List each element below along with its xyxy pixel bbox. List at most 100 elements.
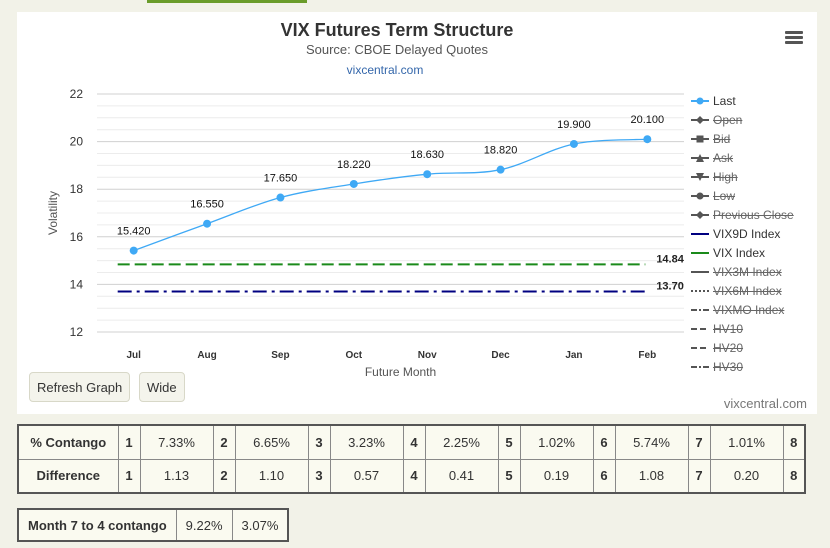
data-point — [203, 219, 212, 228]
data-label: 19.900 — [557, 119, 591, 131]
y-axis-title: Volatility — [46, 191, 60, 235]
data-label: 18.630 — [410, 149, 444, 161]
table-cell-value: 1.01% — [709, 424, 784, 460]
legend-item-vix3m-index[interactable]: VIX3M Index — [691, 262, 821, 281]
data-point — [496, 165, 505, 174]
month7to4-pct: 9.22% — [175, 508, 233, 542]
row-header: % Contango — [17, 424, 119, 460]
table-cell-value: 3.23% — [329, 424, 404, 460]
month-number: 7 — [687, 424, 711, 460]
month7to4-diff: 3.07% — [231, 508, 289, 542]
contango-table: % Contango 1 7.33% 2 6.65% 3 3.23% 4 2.25% 5 1.02%… — [17, 424, 806, 494]
table-cell-value: 6.65% — [234, 424, 309, 460]
legend-label: High — [713, 169, 738, 184]
table-cell-value: 2.25% — [424, 424, 499, 460]
legend-label: Bid — [713, 131, 731, 146]
month-number: 2 — [212, 458, 236, 494]
month-number: 6 — [592, 458, 616, 494]
legend-item-vixmo-index[interactable]: VIXMO Index — [691, 300, 821, 319]
legend-label: VIX6M Index — [713, 283, 782, 298]
legend-symbol-icon — [691, 153, 709, 162]
month-number: 5 — [497, 458, 521, 494]
month-number: 2 — [212, 424, 236, 460]
wide-button[interactable]: Wide — [139, 372, 185, 402]
legend-symbol-icon — [691, 210, 709, 219]
series-line-last — [133, 138, 648, 252]
x-tick-label: Nov — [418, 350, 437, 361]
data-point — [129, 246, 138, 255]
data-point — [276, 193, 285, 202]
x-tick-label: Feb — [638, 350, 656, 361]
table-cell-value: 0.19 — [519, 458, 594, 494]
legend-item-bid[interactable]: Bid — [691, 129, 821, 148]
x-axis-title: Future Month — [365, 365, 436, 379]
legend-item-high[interactable]: High — [691, 167, 821, 186]
chart-title: VIX Futures Term Structure — [280, 20, 514, 40]
legend-item-low[interactable]: Low — [691, 186, 821, 205]
legend-symbol-icon — [691, 365, 709, 368]
month-number: 4 — [402, 458, 426, 494]
legend-label: VIX9D Index — [713, 226, 781, 241]
legend-symbol-icon — [691, 232, 709, 235]
chart-panel: VIX Futures Term Structure Source: CBOE … — [17, 12, 817, 414]
legend-symbol-icon — [691, 115, 709, 124]
legend-item-hv20[interactable]: HV20 — [691, 338, 821, 357]
month7to4-table: Month 7 to 4 contango 9.22% 3.07% — [17, 508, 290, 542]
legend-symbol-icon — [691, 308, 709, 311]
legend-item-vix-index[interactable]: VIX Index — [691, 243, 821, 262]
legend-label: HV20 — [713, 340, 744, 355]
legend-label: Last — [713, 93, 736, 108]
data-label: 18.820 — [484, 145, 518, 157]
legend-item-hv30[interactable]: HV30 — [691, 357, 821, 376]
table-cell-value: 7.33% — [139, 424, 214, 460]
legend-symbol-icon — [691, 289, 709, 292]
table-cell-value: 1.10 — [234, 458, 309, 494]
legend-item-ask[interactable]: Ask — [691, 148, 821, 167]
table-cell-value: 5.74% — [614, 424, 689, 460]
legend-symbol-icon — [691, 135, 709, 142]
legend-item-open[interactable]: Open — [691, 110, 821, 129]
month-number: 7 — [687, 458, 711, 494]
table-row: Month 7 to 4 contango 9.22% 3.07% — [17, 508, 289, 542]
legend-symbol-icon — [691, 192, 709, 199]
table-cell-value: 0.41 — [424, 458, 499, 494]
month-number: 1 — [117, 458, 141, 494]
legend-item-vix9d-index[interactable]: VIX9D Index — [691, 224, 821, 243]
legend-symbol-icon — [691, 97, 709, 104]
data-label: 20.100 — [630, 114, 664, 126]
table-cell-value: 0.57 — [329, 458, 404, 494]
data-point — [569, 139, 578, 148]
legend-item-vix6m-index[interactable]: VIX6M Index — [691, 281, 821, 300]
chart-legend: Last Open Bid Ask High Low Previous Close VIX9D… — [691, 91, 821, 376]
month-number: 3 — [307, 458, 331, 494]
legend-item-hv10[interactable]: HV10 — [691, 319, 821, 338]
month-number: 4 — [402, 424, 426, 460]
legend-symbol-icon — [691, 327, 709, 330]
menu-icon[interactable] — [785, 31, 803, 45]
legend-symbol-icon — [691, 251, 709, 254]
y-tick-label: 14 — [70, 277, 84, 291]
watermark: vixcentral.com — [723, 396, 807, 411]
table-cell-value: 1.08 — [614, 458, 689, 494]
legend-item-previous-close[interactable]: Previous Close — [691, 205, 821, 224]
legend-label: Ask — [713, 150, 734, 165]
table-cell-value: 0.20 — [709, 458, 784, 494]
y-tick-label: 16 — [70, 230, 84, 244]
x-tick-label: Aug — [197, 350, 216, 361]
row-header: Difference — [17, 458, 119, 494]
legend-label: HV10 — [713, 321, 744, 336]
legend-label: Open — [713, 112, 743, 127]
reference-line-label: 13.70 — [656, 281, 684, 293]
reference-line-label: 14.84 — [656, 253, 684, 265]
data-point — [643, 135, 652, 144]
month-number: 1 — [117, 424, 141, 460]
refresh-graph-button[interactable]: Refresh Graph — [29, 372, 131, 402]
site-link[interactable]: vixcentral.com — [346, 63, 424, 77]
month-number: 6 — [592, 424, 616, 460]
table-cell-value: 1.13 — [139, 458, 214, 494]
legend-item-last[interactable]: Last — [691, 91, 821, 110]
x-tick-label: Dec — [491, 350, 510, 361]
y-tick-label: 18 — [70, 182, 84, 196]
legend-label: Low — [713, 188, 736, 203]
month-number: 8 — [782, 424, 806, 460]
